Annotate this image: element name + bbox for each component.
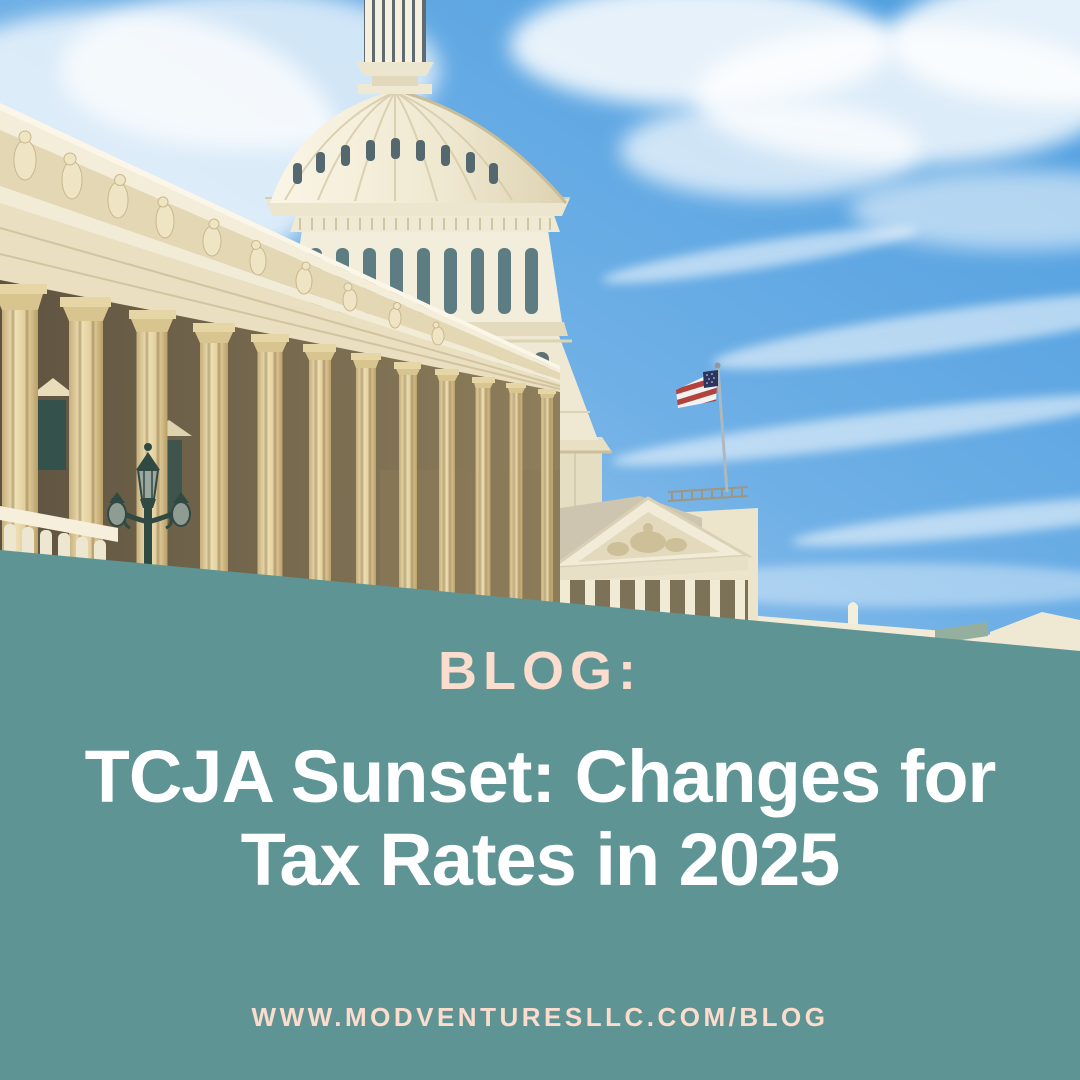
balustrade <box>0 506 118 570</box>
post-title-line-1: TCJA Sunset: Changes for <box>84 735 997 818</box>
post-title-line-2: Tax Rates in 2025 <box>240 817 841 901</box>
post-title: TCJA Sunset: Changes for Tax Rates in 202… <box>0 735 1080 902</box>
pediment-sculpture <box>13 130 445 346</box>
website-url: WWW.MODVENTURESLLC.COM/BLOG <box>251 1002 829 1032</box>
blog-kicker-label: BLOG: <box>438 641 642 701</box>
